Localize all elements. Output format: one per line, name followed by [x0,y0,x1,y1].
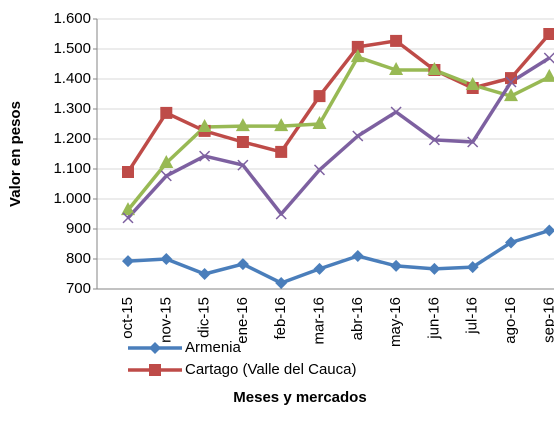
x-tick-label: oct-15 [119,297,136,339]
y-tick-label: 1.100 [53,160,91,177]
data-point [313,262,326,275]
data-point [542,68,554,82]
data-point [236,136,249,148]
data-point [160,170,172,182]
y-tick-label: 700 [66,280,91,297]
data-point [122,212,134,224]
x-tick-label: abr-16 [349,297,366,340]
data-point [505,72,517,85]
data-point [350,49,365,63]
y-tick-label: 1.200 [53,130,91,147]
series-line [127,228,550,285]
data-point [504,88,518,102]
data-point [543,52,554,64]
data-point [543,224,554,237]
series-line [126,56,551,220]
data-point [465,77,480,90]
data-point [160,106,173,119]
y-tick-label: 1.500 [53,40,91,57]
data-point [198,268,211,280]
data-point [236,258,249,271]
y-tick-label: 900 [66,220,91,237]
data-point [390,106,402,118]
x-tick-label: mar-16 [310,297,327,345]
data-point [466,261,479,274]
x-tick-label: jul-16 [464,297,481,335]
data-point [427,62,442,75]
x-tick-label: jun-16 [425,297,442,340]
data-point [467,136,479,148]
y-tick-label: 1.600 [53,10,91,27]
data-point [543,28,554,40]
x-tick-label: dic-15 [196,297,213,338]
y-axis-label: Valor en pesos [7,101,24,207]
x-tick-label: ago-16 [502,297,519,344]
data-point [505,76,517,88]
data-point [149,342,161,354]
data-point [122,255,134,268]
data-point [122,166,134,178]
data-point [505,236,517,249]
data-point [237,159,249,171]
y-tick-label: 1.400 [53,70,91,87]
y-tick-label: 1.300 [53,100,91,117]
y-tick-label: 800 [66,250,91,267]
x-tick-label: ene-16 [234,297,251,344]
x-tick-label: may-16 [387,297,404,347]
legend-label: Armenia [185,339,242,356]
x-tick-label: feb-16 [272,297,289,340]
data-point [352,130,364,142]
data-point [160,253,173,265]
data-point [197,119,212,132]
x-axis-label: Meses y mercados [233,389,366,406]
data-point [121,202,135,216]
data-point [275,145,288,158]
data-point [235,118,250,132]
data-point [274,118,289,132]
data-point [428,262,441,275]
data-point [275,208,287,220]
data-point [159,155,174,168]
data-point [312,116,327,129]
legend-label: Cartago (Valle del Cauca) [185,361,356,378]
series-line [126,55,551,212]
data-point [428,134,440,146]
data-point [351,250,364,262]
data-point [313,90,326,103]
data-point [275,277,288,289]
data-point [313,164,326,176]
data-point [390,34,403,47]
x-tick-label: nov-15 [157,297,174,343]
data-point [389,62,404,75]
x-tick-label: sep-16 [540,297,554,343]
y-tick-label: 1.000 [53,190,91,207]
data-point [199,150,211,162]
data-point [390,259,403,272]
data-point [149,364,161,376]
data-point [351,40,364,53]
